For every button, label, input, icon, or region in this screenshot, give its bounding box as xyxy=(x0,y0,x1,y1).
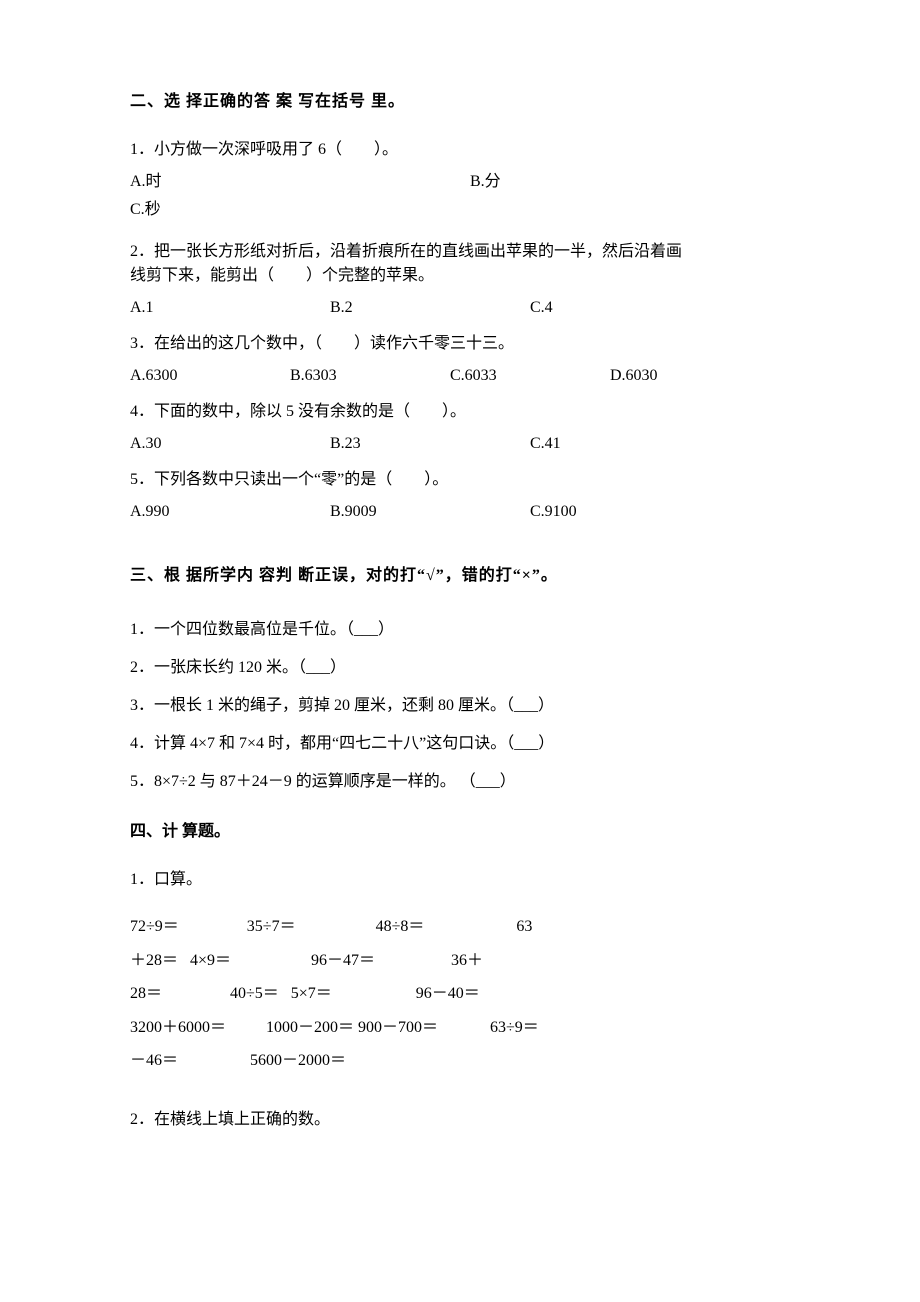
question-2-2: 2．把一张长方形纸对折后，沿着折痕所在的直线画出苹果的一半，然后沿着画 线剪下来… xyxy=(130,240,790,320)
q2-1-opt-b: B.分 xyxy=(470,170,501,194)
section-2-title: 二、选 择正确的答 案 写在括号 里。 xyxy=(130,90,790,114)
q2-2-text1: 2．把一张长方形纸对折后，沿着折痕所在的直线画出苹果的一半，然后沿着画 xyxy=(130,240,790,264)
q2-1-text: 1．小方做一次深呼吸用了 6（ ）。 xyxy=(130,138,790,162)
calc-line-1: ＋28＝ 4×9＝ 96－47＝ 36＋ xyxy=(130,944,790,978)
q2-2-opt-a: A.1 xyxy=(130,296,330,320)
q2-2-text2: 线剪下来，能剪出（ ）个完整的苹果。 xyxy=(130,264,790,288)
q3-3: 3．一根长 1 米的绳子，剪掉 20 厘米，还剩 80 厘米。（___） xyxy=(130,694,790,718)
q2-2-opt-c: C.4 xyxy=(530,296,730,320)
q2-3-opts: A.6300 B.6303 C.6033 D.6030 xyxy=(130,364,790,388)
q2-3-opt-d: D.6030 xyxy=(610,364,770,388)
q2-3-text: 3．在给出的这几个数中，（ ）读作六千零三十三。 xyxy=(130,332,790,356)
calc-line-2: 28＝ 40÷5＝ 5×7＝ 96－40＝ xyxy=(130,977,790,1011)
q2-1-opt-a: A.时 xyxy=(130,170,470,194)
section-3-body: 1．一个四位数最高位是千位。（___） 2．一张床长约 120 米。（___） … xyxy=(130,618,790,794)
q2-1-opt-c: C.秒 xyxy=(130,198,790,222)
q2-4-text: 4．下面的数中，除以 5 没有余数的是（ ）。 xyxy=(130,400,790,424)
q3-5: 5．8×7÷2 与 87＋24－9 的运算顺序是一样的。 （___） xyxy=(130,770,790,794)
q2-4-opt-b: B.23 xyxy=(330,432,530,456)
q2-2-opt-b: B.2 xyxy=(330,296,530,320)
question-2-1: 1．小方做一次深呼吸用了 6（ ）。 A.时 B.分 C.秒 xyxy=(130,138,790,222)
section-4-title: 四、计 算题。 xyxy=(130,820,790,844)
calc-line-3: 3200＋6000＝ 1000－200＝ 900－700＝ 63÷9＝ xyxy=(130,1011,790,1045)
q3-1: 1．一个四位数最高位是千位。（___） xyxy=(130,618,790,642)
q4-1-label: 1．口算。 xyxy=(130,868,790,892)
q2-3-opt-a: A.6300 xyxy=(130,364,290,388)
q2-3-opt-b: B.6303 xyxy=(290,364,450,388)
q3-2: 2．一张床长约 120 米。（___） xyxy=(130,656,790,680)
q2-5-opt-c: C.9100 xyxy=(530,500,730,524)
question-2-4: 4．下面的数中，除以 5 没有余数的是（ ）。 A.30 B.23 C.41 xyxy=(130,400,790,456)
q2-5-opt-b: B.9009 xyxy=(330,500,530,524)
q2-5-opt-a: A.990 xyxy=(130,500,330,524)
q3-4: 4．计算 4×7 和 7×4 时，都用“四七二十八”这句口诀。（___） xyxy=(130,732,790,756)
calc-line-4: －46＝ 5600－2000＝ xyxy=(130,1044,790,1078)
question-2-3: 3．在给出的这几个数中，（ ）读作六千零三十三。 A.6300 B.6303 C… xyxy=(130,332,790,388)
q2-2-opts: A.1 B.2 C.4 xyxy=(130,296,790,320)
calc-line-0: 72÷9＝ 35÷7＝ 48÷8＝ 63 xyxy=(130,910,790,944)
question-2-5: 5．下列各数中只读出一个“零”的是（ ）。 A.990 B.9009 C.910… xyxy=(130,468,790,524)
q2-3-opt-c: C.6033 xyxy=(450,364,610,388)
q2-1-row1: A.时 B.分 xyxy=(130,170,790,194)
section-3-title: 三、根 据所学内 容判 断正误，对的打“√”，错的打“×”。 xyxy=(130,564,790,588)
q2-5-text: 5．下列各数中只读出一个“零”的是（ ）。 xyxy=(130,468,790,492)
q2-4-opt-a: A.30 xyxy=(130,432,330,456)
calc-block: 72÷9＝ 35÷7＝ 48÷8＝ 63 ＋28＝ 4×9＝ 96－47＝ 36… xyxy=(130,910,790,1078)
q4-2-label: 2．在横线上填上正确的数。 xyxy=(130,1108,790,1132)
q2-4-opts: A.30 B.23 C.41 xyxy=(130,432,790,456)
q2-4-opt-c: C.41 xyxy=(530,432,730,456)
q2-5-opts: A.990 B.9009 C.9100 xyxy=(130,500,790,524)
